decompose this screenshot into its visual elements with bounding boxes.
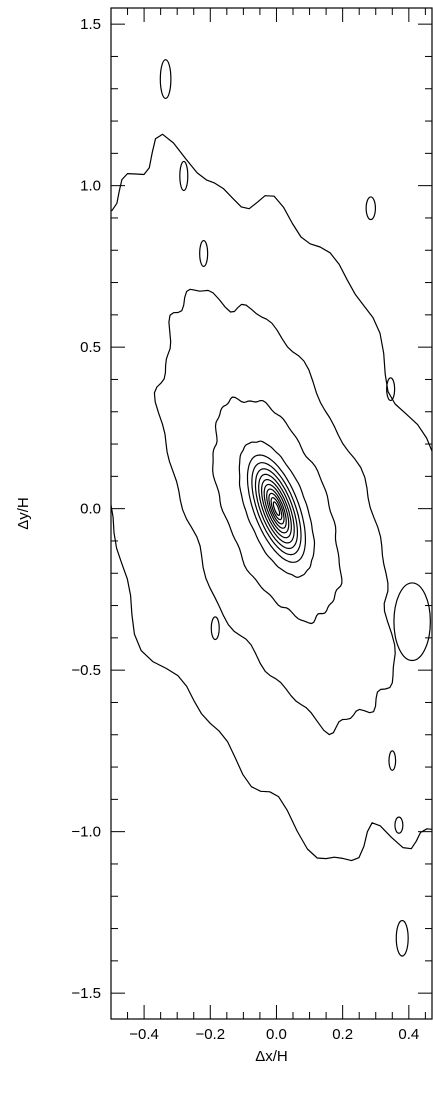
y-tick-labels: −1.5 −1.0 −0.5 0.0 0.5 1.0 1.5 [71, 16, 101, 1002]
x-tick-label: 0.0 [266, 1026, 287, 1043]
axis-ticks [110, 8, 432, 1019]
contour-level-13 [270, 497, 283, 521]
y-tick-label: 0.5 [80, 339, 101, 356]
island-1 [159, 59, 172, 100]
x-tick-label: −0.4 [129, 1026, 159, 1043]
island-3 [365, 196, 377, 221]
island-7 [210, 616, 220, 641]
y-tick-label: 1.0 [80, 178, 101, 195]
island-10 [395, 919, 409, 957]
contour-level-3 [212, 396, 343, 625]
contour-islands [159, 59, 431, 957]
contour-level-2 [153, 288, 396, 736]
island-9 [394, 816, 404, 834]
x-tick-labels: −0.4 −0.2 0.0 0.2 0.4 [129, 1026, 419, 1043]
contour-level-7 [254, 468, 298, 550]
x-tick-label: −0.2 [195, 1026, 225, 1043]
contour-lines [111, 133, 432, 862]
island-5 [386, 377, 396, 402]
y-axis-label: Δy/H [15, 497, 32, 530]
contour-level-8 [258, 473, 295, 544]
island-2 [179, 160, 189, 192]
contour-level-11 [266, 488, 287, 529]
island-4 [199, 239, 209, 268]
contour-level-14 [272, 501, 281, 516]
plot-frame [110, 7, 433, 1020]
contour-level-4 [238, 440, 316, 578]
y-tick-label: −0.5 [71, 662, 101, 679]
contour-level-6 [251, 462, 302, 556]
contour-level-9 [261, 479, 292, 539]
contour-level-5 [246, 454, 306, 563]
y-tick-label: −1.0 [71, 824, 101, 841]
y-tick-label: 1.5 [80, 16, 101, 33]
x-axis-label: Δx/H [255, 1048, 288, 1065]
contour-level-12 [268, 492, 285, 525]
contour-level-1 [111, 133, 432, 862]
island-6 [393, 582, 431, 662]
y-tick-label: 0.0 [80, 501, 101, 518]
y-tick-label: −1.5 [71, 985, 101, 1002]
x-tick-label: 0.4 [398, 1026, 419, 1043]
contour-level-10 [263, 483, 290, 534]
island-8 [388, 750, 397, 771]
x-tick-label: 0.2 [332, 1026, 353, 1043]
